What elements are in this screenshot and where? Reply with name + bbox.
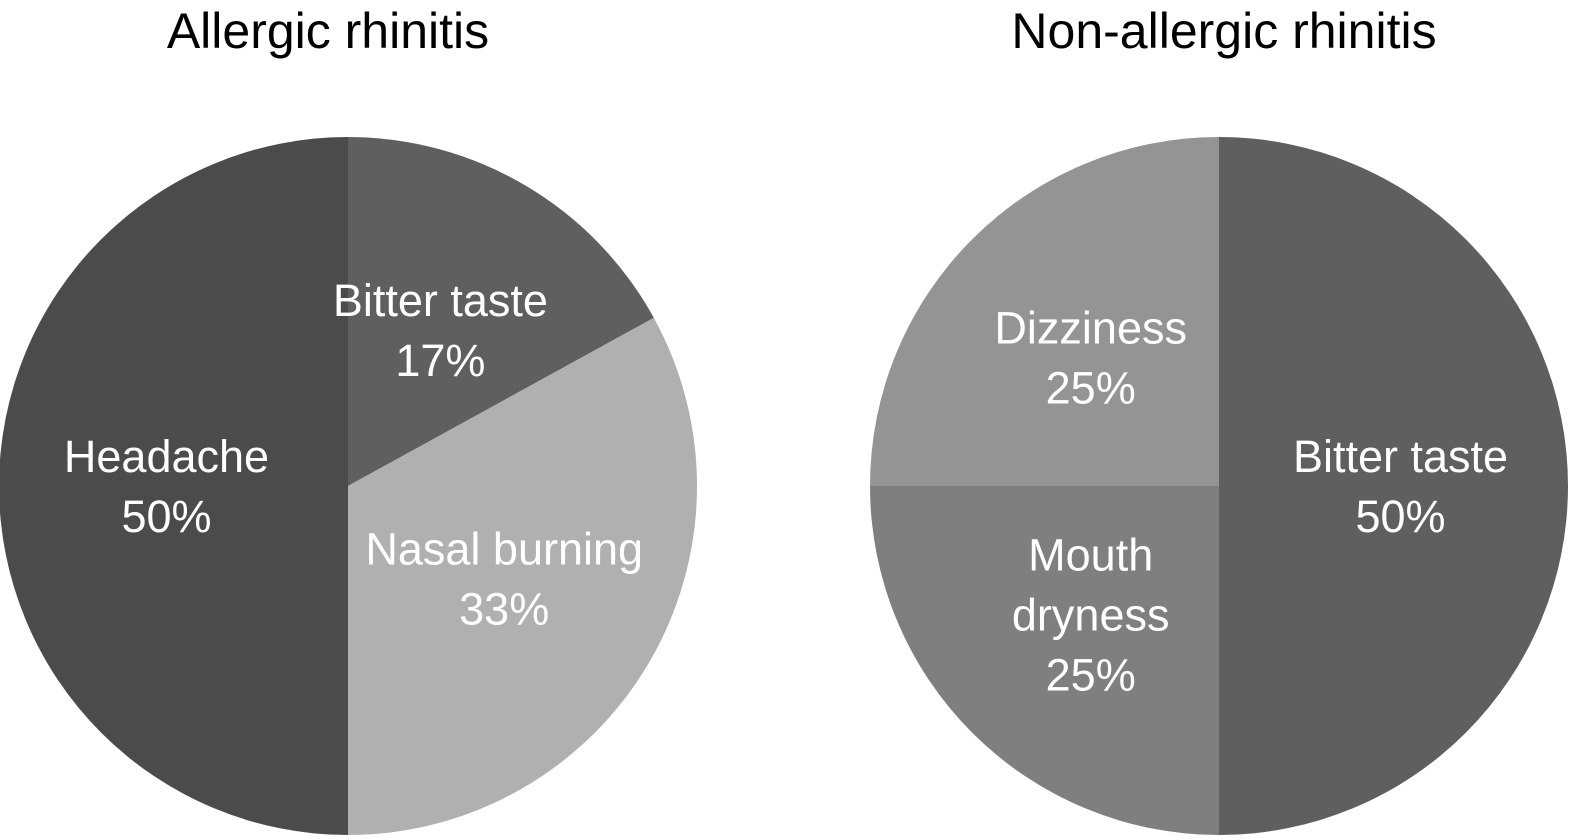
allergic-rhinitis-chart: Allergic rhinitis Bitter taste 17% Nasal b… — [0, 3, 697, 835]
pie-slice-mouth-dryness — [870, 486, 1219, 835]
pie-slice-nasal-burning — [348, 317, 697, 835]
slice-labels: Bitter taste 17% Nasal burning 33% Headache 5… — [64, 275, 643, 635]
non-allergic-rhinitis-chart: Non-allergic rhinitis Bitter taste 50% Mou… — [870, 3, 1568, 835]
slice-value-label: 50% — [121, 491, 211, 542]
slice-name-label: Dizziness — [994, 303, 1187, 354]
slice-label-bitter-taste: Bitter taste 50% — [1293, 431, 1508, 542]
slice-value-label: 25% — [1046, 363, 1136, 414]
pie-slices — [0, 137, 697, 835]
slice-name-label: Mouth — [1028, 529, 1153, 580]
slice-name-label: Headache — [64, 431, 269, 482]
slice-value-label: 25% — [1046, 649, 1136, 700]
chart-title: Non-allergic rhinitis — [1011, 3, 1436, 59]
slice-name-label: Nasal burning — [365, 523, 643, 574]
slice-value-label: 50% — [1355, 491, 1445, 542]
pie-slice-dizziness — [870, 137, 1219, 486]
slice-label-nasal-burning: Nasal burning 33% — [365, 523, 643, 634]
pie-slice-bitter-taste — [348, 137, 654, 486]
slice-value-label: 33% — [459, 583, 549, 634]
slice-value-label: 17% — [395, 335, 485, 386]
slice-name-label: Bitter taste — [1293, 431, 1508, 482]
slice-labels: Bitter taste 50% Mouth dryness 25% Dizziness 2… — [994, 303, 1508, 701]
chart-title: Allergic rhinitis — [167, 3, 489, 59]
slice-label-bitter-taste: Bitter taste 17% — [333, 275, 548, 386]
slice-name-label: dryness — [1012, 589, 1170, 640]
pie-slice-headache — [0, 137, 348, 835]
slice-label-dizziness: Dizziness 25% — [994, 303, 1187, 414]
pie-slice-bitter-taste — [1219, 137, 1568, 835]
pie-slices — [870, 137, 1568, 835]
slice-name-label: Bitter taste — [333, 275, 548, 326]
slice-label-mouth-dryness: Mouth dryness 25% — [1012, 529, 1170, 700]
slice-label-headache: Headache 50% — [64, 431, 269, 542]
